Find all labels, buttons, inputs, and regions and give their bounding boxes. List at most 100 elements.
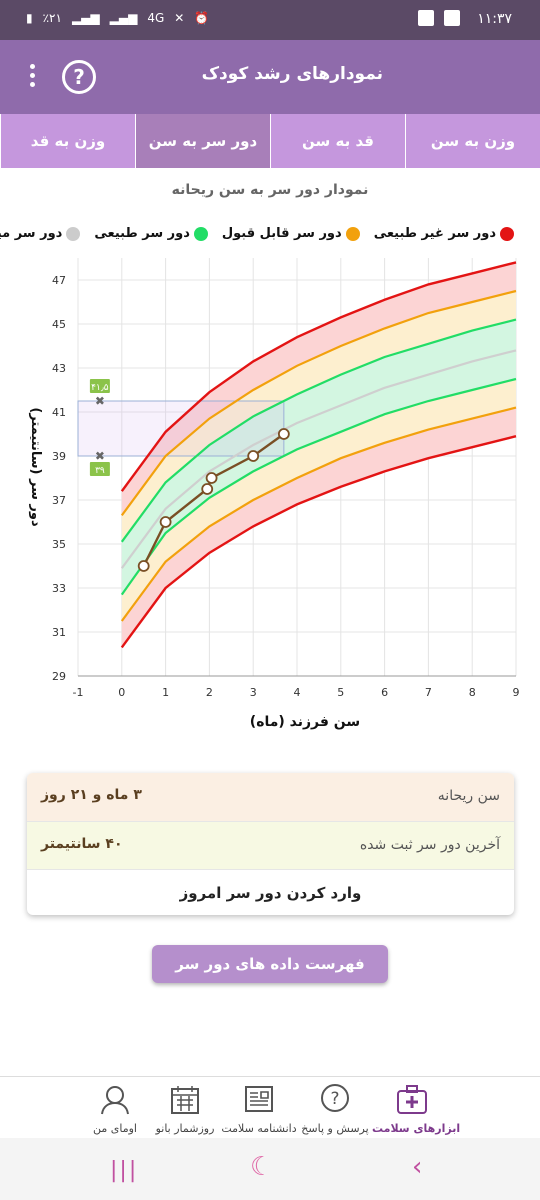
legend-item-acceptable: دور سر قابل قبول — [222, 226, 360, 241]
tab-head-age[interactable]: دور سر به سن — [135, 114, 270, 168]
legend-item-normal: دور سر طبیعی — [94, 226, 208, 241]
network-label: 4G — [147, 11, 165, 25]
series-line-measurements — [142, 433, 285, 567]
x-tick-label: 9 — [513, 686, 520, 699]
nav-qa[interactable]: ? پرسش و پاسخ — [298, 1083, 372, 1135]
chart-tabs: وزن به سن قد به سن دور سر به سن وزن به ق… — [0, 114, 540, 168]
status-bar: ▮ ٪۲۱ ▂▄▆ ▂▄▆ 4G ✕ ⏰ ۱۱:۳۷ — [0, 0, 540, 40]
legend-item-abnormal: دور سر غیر طبیعی — [374, 226, 514, 241]
series-line-median — [120, 349, 517, 569]
band-normal — [121, 319, 517, 595]
mute-icon: ✕ — [174, 11, 185, 25]
help-icon[interactable]: ? — [62, 60, 96, 94]
age-row: سن ریحانه ۳ ماه و ۲۱ روز — [27, 773, 514, 821]
nav-label: ابزارهای سلامت — [372, 1122, 461, 1135]
x-tick-label: 4 — [294, 686, 301, 699]
x-tick-label: 3 — [250, 686, 257, 699]
app-bar: ? نمودارهای رشد کودک — [0, 40, 540, 114]
measurement-point — [159, 516, 172, 528]
measurement-point — [277, 428, 290, 440]
y-tick-label: 39 — [52, 450, 66, 463]
signal-icon-2: ▂▄▆ — [109, 11, 138, 25]
alarm-icon: ⏰ — [194, 11, 210, 25]
legend-dot-grey — [66, 226, 81, 241]
legend-dot-red — [500, 226, 514, 241]
x-tick-label: 1 — [162, 686, 169, 699]
x-tick-label: 0 — [118, 686, 125, 699]
range-marker-x: ✖ — [95, 394, 105, 408]
series-line-red-upper — [120, 261, 517, 492]
y-tick-label: 43 — [52, 362, 66, 375]
image-notification-icon — [444, 10, 460, 26]
x-tick-label: 2 — [206, 686, 213, 699]
x-tick-label: -1 — [73, 686, 84, 699]
nav-health-tools[interactable]: ابزارهای سلامت — [372, 1083, 461, 1135]
band-acceptable-upper — [121, 291, 517, 542]
band-acceptable-lower — [121, 379, 517, 621]
last-measure-label: آخرین دور سر ثبت شده — [359, 837, 500, 853]
enter-today-button[interactable]: وارد کردن دور سر امروز — [27, 869, 514, 915]
system-nav-bar: ||| ☾ ‹ — [0, 1138, 540, 1200]
legend-label: دور سر غیر طبیعی — [373, 226, 496, 241]
y-tick-label: 29 — [52, 670, 66, 683]
series-line-green-upper — [120, 318, 517, 543]
svg-text:?: ? — [330, 1089, 339, 1109]
nav-label: روزشمار بانو — [155, 1122, 215, 1135]
series-line-orange-lower — [120, 406, 517, 622]
newspaper-icon — [245, 1086, 273, 1112]
age-label: سن ریحانه — [437, 788, 500, 804]
battery-icon: ▮ — [26, 11, 33, 25]
tab-weight-age[interactable]: وزن به سن — [405, 114, 540, 168]
y-tick-label: 37 — [52, 494, 66, 507]
check-notification-icon — [418, 10, 434, 26]
legend-dot-orange — [345, 226, 360, 241]
battery-percent: ٪۲۱ — [42, 11, 62, 25]
legend-label: دور سر میانگین — [0, 226, 63, 241]
x-tick-label: 8 — [469, 686, 476, 699]
band-abnormal-upper — [121, 262, 517, 516]
info-card: سن ریحانه ۳ ماه و ۲۱ روز آخرین دور سر ثب… — [27, 773, 514, 915]
tab-height-age[interactable]: قد به سن — [270, 114, 405, 168]
nav-my-profile[interactable]: اومای من — [80, 1083, 150, 1135]
nav-label: اومای من — [93, 1122, 137, 1135]
last-measure-value: ۴۰ سانتیمتر — [41, 836, 123, 852]
overflow-menu-icon[interactable] — [22, 60, 42, 96]
x-tick-label: 7 — [425, 686, 432, 699]
range-marker-badge — [89, 379, 110, 393]
series-line-red-lower — [120, 435, 517, 649]
series-line-orange-upper — [120, 289, 517, 517]
age-value: ۳ ماه و ۲۱ روز — [41, 787, 142, 803]
status-left: ▮ ٪۲۱ ▂▄▆ ▂▄▆ 4G ✕ ⏰ — [26, 11, 209, 25]
legend-item-median: دور سر میانگین — [0, 226, 81, 241]
last-measure-row: آخرین دور سر ثبت شده ۴۰ سانتیمتر — [27, 821, 514, 869]
y-tick-label: 47 — [52, 274, 66, 287]
chart-title: نمودار دور سر به سن ریحانه — [171, 182, 369, 198]
range-marker-label: ۴۱٫۵ — [91, 383, 109, 393]
nav-calendar[interactable]: روزشمار بانو — [150, 1083, 220, 1135]
y-tick-label: 31 — [52, 626, 66, 639]
range-marker-x: ✖ — [95, 449, 105, 463]
legend-dot-green — [193, 226, 208, 241]
measurement-point — [247, 450, 260, 462]
range-marker-badge — [89, 462, 110, 476]
y-tick-label: 41 — [52, 406, 66, 419]
y-tick-label: 33 — [52, 582, 66, 595]
measurement-point — [137, 560, 150, 572]
range-marker-label: ۳۹ — [95, 466, 105, 476]
bottom-nav: ابزارهای سلامت ? پرسش و پاسخ دانشنامه سل… — [0, 1076, 540, 1138]
measurement-range-band — [77, 400, 285, 457]
nav-label: دانشنامه سلامت — [221, 1122, 297, 1135]
recent-apps-icon[interactable]: ||| — [110, 1158, 139, 1183]
x-axis-label: سن فرزند (ماه) — [250, 714, 360, 730]
band-abnormal-lower — [121, 407, 517, 648]
data-list-button[interactable]: فهرست داده های دور سر ریحانه — [152, 945, 388, 1011]
x-tick-label: 5 — [337, 686, 344, 699]
tab-weight-height[interactable]: وزن به قد — [0, 114, 135, 168]
nav-label: پرسش و پاسخ — [301, 1122, 369, 1135]
status-notifications — [418, 10, 460, 26]
home-moon-icon[interactable]: ☾ — [250, 1152, 274, 1182]
page-title: نمودارهای رشد کودک — [201, 64, 383, 84]
back-icon[interactable]: ‹ — [412, 1152, 423, 1182]
nav-encyclopedia[interactable]: دانشنامه سلامت — [220, 1083, 298, 1135]
medical-kit-icon — [397, 1085, 427, 1114]
